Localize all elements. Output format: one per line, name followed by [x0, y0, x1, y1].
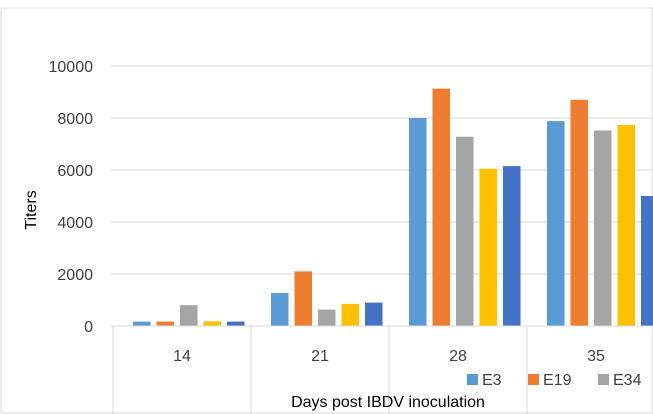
- bar: [318, 310, 336, 326]
- bar: [295, 271, 313, 326]
- legend-label: E19: [543, 372, 572, 389]
- bar: [227, 322, 245, 326]
- bar: [503, 166, 521, 326]
- bar: [133, 322, 151, 326]
- bar: [571, 100, 589, 326]
- bar: [641, 196, 653, 326]
- y-tick-label: 2000: [57, 267, 93, 284]
- bar: [409, 118, 427, 326]
- y-tick-label: 4000: [57, 215, 93, 232]
- x-tick-label: 35: [587, 348, 605, 365]
- legend-label: E34: [613, 372, 642, 389]
- legend: E3 E19 E34: [467, 372, 642, 389]
- bar: [594, 130, 612, 326]
- bar: [547, 121, 565, 326]
- y-tick-label: 0: [84, 319, 93, 336]
- y-tick-label: 6000: [57, 163, 93, 180]
- legend-swatch: [598, 374, 609, 385]
- bar: [456, 137, 474, 326]
- x-tick-label: 21: [311, 348, 329, 365]
- legend-label: E3: [482, 372, 502, 389]
- bar: [480, 169, 498, 326]
- bar: [433, 89, 451, 326]
- bar: [342, 304, 360, 326]
- bar: [180, 305, 198, 326]
- bar: [204, 321, 222, 326]
- y-tick-label: 8000: [57, 111, 93, 128]
- x-axis-title: Days post IBDV inoculation: [291, 394, 485, 411]
- bar: [365, 303, 383, 326]
- y-axis-title: Titers: [23, 190, 40, 229]
- bar: [618, 125, 636, 326]
- x-tick-label: 14: [173, 348, 191, 365]
- legend-swatch: [467, 374, 478, 385]
- bar: [157, 322, 175, 326]
- x-tick-label: 28: [449, 348, 467, 365]
- legend-swatch: [528, 374, 539, 385]
- y-tick-label: 10000: [49, 59, 94, 76]
- bar: [271, 293, 289, 326]
